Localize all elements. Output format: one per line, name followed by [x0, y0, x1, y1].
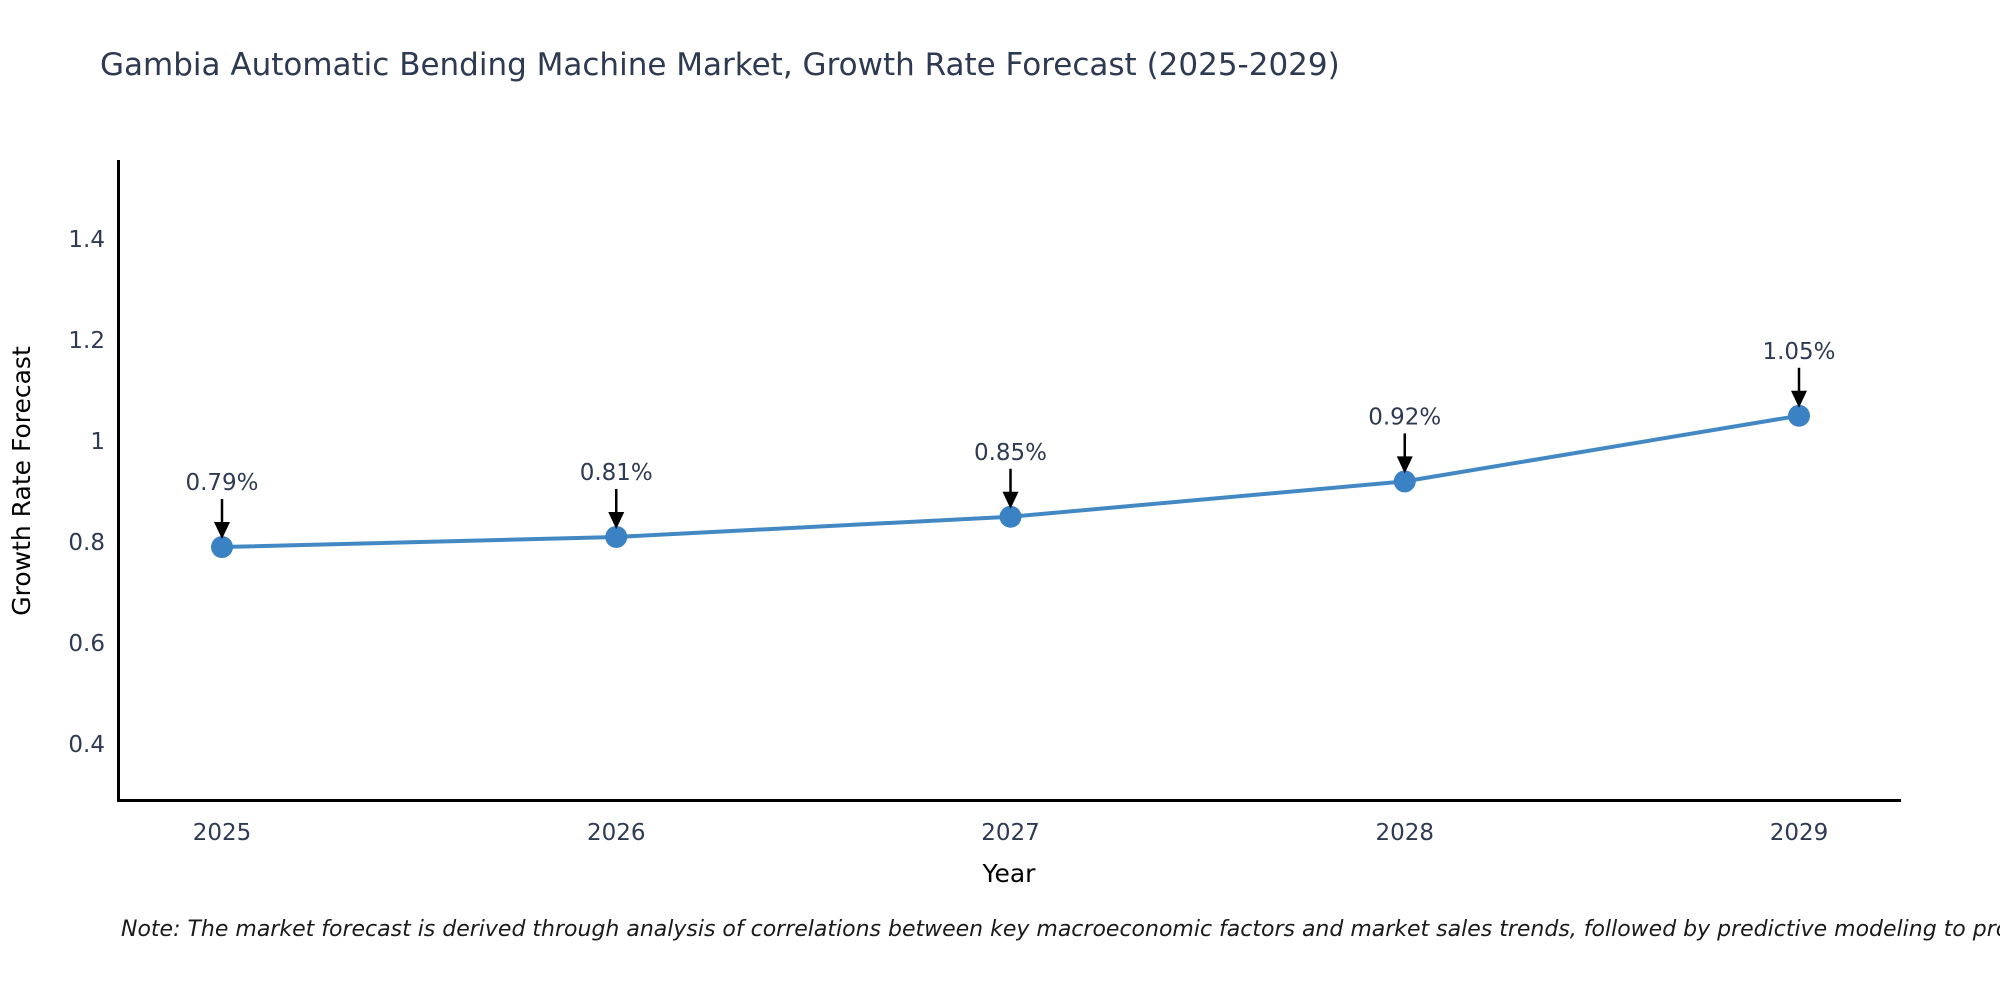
y-tick-label: 0.4 [68, 732, 105, 758]
annotation-arrow-head [1396, 456, 1413, 474]
data-point-marker [211, 536, 233, 559]
point-value-label: 0.81% [580, 460, 653, 486]
y-tick-label: 1.4 [68, 227, 105, 253]
data-point-markers [211, 404, 1810, 559]
data-point-marker [1788, 404, 1810, 427]
y-axis-title: Growth Rate Forecast [7, 346, 36, 616]
x-axis-title: Year [982, 859, 1037, 888]
y-tick-label: 0.8 [68, 530, 105, 556]
y-tick-label: 1 [90, 429, 105, 455]
x-tick-label: 2025 [193, 820, 252, 846]
x-tick-label: 2027 [981, 820, 1040, 846]
point-annotations: 0.79% 0.81% 0.85% 0.92% 1.05% [185, 339, 1836, 540]
point-value-label: 0.92% [1368, 404, 1441, 430]
data-point-marker [605, 525, 628, 548]
x-tick-label: 2028 [1375, 820, 1434, 846]
point-value-label: 0.85% [974, 440, 1047, 466]
chart-title: Gambia Automatic Bending Machine Market,… [100, 47, 1340, 83]
data-point-marker [999, 505, 1022, 528]
point-value-label: 0.79% [185, 470, 258, 496]
point-value-label: 1.05% [1762, 339, 1835, 365]
y-tick-label: 1.2 [68, 328, 105, 354]
footnote: Note: The market forecast is derived thr… [121, 917, 2000, 942]
y-tick-label: 0.6 [68, 631, 105, 657]
annotation-arrow-head [214, 522, 230, 540]
y-axis-ticks: 0.4 0.6 0.8 1 1.2 1.4 [68, 227, 105, 758]
annotation-arrow-head [1791, 390, 1807, 408]
annotation-arrow-head [608, 511, 625, 529]
x-tick-label: 2029 [1770, 820, 1829, 846]
annotation-arrow-head [1002, 491, 1019, 509]
x-axis-ticks: 2025 2026 2027 2028 2029 [193, 820, 1829, 846]
data-point-marker [1393, 470, 1416, 493]
x-tick-label: 2026 [587, 820, 646, 846]
